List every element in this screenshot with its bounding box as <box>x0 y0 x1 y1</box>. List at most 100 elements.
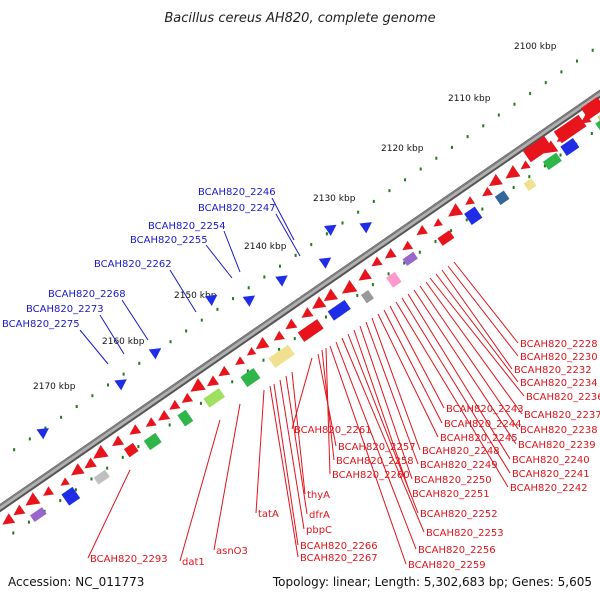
gene-arrow <box>301 307 314 318</box>
gene-label[interactable]: BCAH820_2268 <box>48 289 126 300</box>
tick-dot <box>465 218 468 222</box>
gene-label[interactable]: BCAH820_2245 <box>440 433 518 444</box>
gene-label[interactable]: BCAH820_2259 <box>408 560 486 571</box>
gene-block <box>494 190 510 206</box>
gene-label[interactable]: BCAH820_2243 <box>446 404 524 415</box>
gene-label[interactable]: BCAH820_2256 <box>418 545 496 556</box>
tick-label: 2100 kbp <box>514 42 557 52</box>
gene-label[interactable]: BCAH820_2236 <box>526 392 600 403</box>
gene-block <box>203 388 225 408</box>
leader-line <box>99 314 125 355</box>
tick-dot <box>356 293 359 297</box>
tick-dot <box>450 145 453 149</box>
tick-dot <box>59 499 62 503</box>
gene-label[interactable]: BCAH820_2293 <box>90 554 168 565</box>
gene-label[interactable]: BCAH820_2228 <box>520 339 598 350</box>
gene-arrow <box>43 486 54 496</box>
tick-dot <box>121 455 124 459</box>
gene-label[interactable]: BCAH820_2244 <box>444 419 522 430</box>
tick-dot <box>294 253 297 257</box>
gene-label[interactable]: BCAH820_2266 <box>300 541 378 552</box>
gene-arrow <box>93 445 109 459</box>
gene-label[interactable]: BCAH820_2252 <box>420 509 498 520</box>
gene-arrow <box>190 378 206 392</box>
gene-label[interactable]: BCAH820_2255 <box>130 235 208 246</box>
gene-arrow <box>84 457 97 469</box>
gene-label[interactable]: BCAH820_2262 <box>94 259 172 270</box>
gene-label[interactable]: asnO3 <box>216 546 248 557</box>
gene-label[interactable]: BCAH820_2239 <box>518 440 596 451</box>
leader-line <box>435 273 519 383</box>
gene-label[interactable]: BCAH820_2258 <box>336 456 414 467</box>
gene-label[interactable]: BCAH820_2234 <box>520 378 598 389</box>
gene-block <box>177 409 194 427</box>
gene-arrow <box>169 399 181 410</box>
tick-label: 2160 kbp <box>102 337 145 347</box>
gene-label[interactable]: BCAH820_2273 <box>26 304 104 315</box>
gene-label[interactable]: BCAH820_2240 <box>512 455 590 466</box>
gene-arrow <box>273 330 285 341</box>
gene-label[interactable]: BCAH820_2254 <box>148 221 226 232</box>
tick-dot <box>435 156 438 160</box>
leader-line <box>329 345 407 565</box>
gene-arrow <box>206 375 220 387</box>
gene-arrow <box>488 173 503 187</box>
gene-label[interactable]: BCAH820_2261 <box>294 425 372 436</box>
tick-dot <box>387 272 390 276</box>
gene-label[interactable]: BCAH820_2232 <box>514 365 592 376</box>
gene-label[interactable]: BCAH820_2275 <box>2 319 80 330</box>
tick-dot <box>44 426 47 430</box>
leader-line <box>223 230 241 273</box>
leader-line <box>359 325 413 480</box>
tick-dot <box>404 178 407 182</box>
leader-line <box>447 265 519 357</box>
gene-label[interactable]: BCAH820_2241 <box>512 469 590 480</box>
leader-line <box>121 299 149 341</box>
gene-label[interactable]: thyA <box>307 490 330 501</box>
tick-dot <box>27 520 30 524</box>
gene-label[interactable]: tatA <box>258 509 279 520</box>
leader-line <box>335 341 417 550</box>
gene-arrow <box>358 268 372 281</box>
tick-dot <box>560 70 563 74</box>
gene-label[interactable]: BCAH820_2237 <box>524 410 600 421</box>
gene-label[interactable]: BCAH820_2257 <box>338 442 416 453</box>
tick-dot <box>591 48 594 52</box>
gene-block <box>29 507 47 523</box>
tick-dot <box>106 383 109 387</box>
leader-line <box>205 244 233 279</box>
tick-dot <box>185 329 188 333</box>
gene-arrow <box>402 240 414 251</box>
gene-label[interactable]: BCAH820_2242 <box>510 483 588 494</box>
tick-dot <box>559 153 562 157</box>
gene-label[interactable]: BCAH820_2250 <box>414 475 492 486</box>
gene-label[interactable]: BCAH820_2249 <box>420 460 498 471</box>
tick-dot <box>528 175 531 179</box>
gene-label[interactable]: BCAH820_2260 <box>332 470 410 481</box>
gene-arrow <box>145 417 157 427</box>
gene-label[interactable]: BCAH820_2248 <box>422 446 500 457</box>
gene-label[interactable]: BCAH820_2230 <box>520 352 598 363</box>
gene-block <box>93 469 110 485</box>
gene-label[interactable]: BCAH820_2246 <box>198 187 276 198</box>
gene-label[interactable]: BCAH820_2238 <box>520 425 598 436</box>
tick-dot <box>216 307 219 311</box>
gene-arrow <box>13 504 26 516</box>
leader-line <box>413 289 517 445</box>
tick-dot <box>293 337 296 341</box>
tick-dot <box>543 164 546 168</box>
gene-label[interactable]: BCAH820_2253 <box>426 528 504 539</box>
gene-label[interactable]: dat1 <box>182 557 205 568</box>
gene-label[interactable]: BCAH820_2267 <box>300 553 378 564</box>
gene-label[interactable]: BCAH820_2247 <box>198 203 276 214</box>
leader-line <box>347 333 419 514</box>
gene-arrow <box>114 379 127 391</box>
tick-label: 2120 kbp <box>381 144 424 154</box>
gene-label[interactable]: dfrA <box>309 510 330 521</box>
gene-label[interactable]: BCAH820_2251 <box>412 489 490 500</box>
gene-label[interactable]: pbpC <box>306 525 332 536</box>
gene-arrow <box>384 248 397 259</box>
leader-line <box>213 403 241 551</box>
tick-dot <box>12 531 15 535</box>
leader-line <box>169 269 197 313</box>
